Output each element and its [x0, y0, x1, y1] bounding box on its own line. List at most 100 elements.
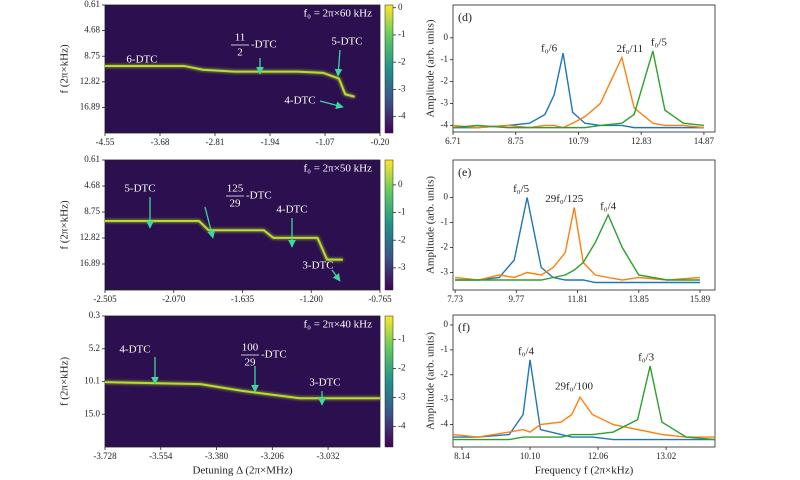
y-tick-label: 4.68 — [84, 180, 100, 190]
x-tick-label: -0.20 — [371, 137, 390, 147]
y-tick-label: 15.0 — [84, 408, 100, 418]
colorbar-tick-label: -3 — [398, 83, 406, 93]
series-label: f₀/4 — [600, 201, 617, 213]
series-line — [453, 359, 715, 441]
colorbar — [384, 315, 394, 448]
x-tick-label: 10.79 — [568, 136, 589, 146]
y-tick-label: 16.89 — [80, 258, 101, 268]
series-line — [455, 207, 701, 281]
colorbar-tick-label: -3 — [398, 262, 406, 272]
y-axis-label: f (2π×kHz) — [59, 357, 71, 407]
colorbar — [384, 4, 394, 134]
spectral-trace — [105, 64, 355, 98]
y-tick-label: -2 — [441, 76, 449, 86]
series-label: 2f₀/11 — [616, 43, 643, 55]
x-tick-label: 13.02 — [656, 451, 676, 461]
series-label: f₀/5 — [651, 37, 668, 49]
series-line — [455, 197, 700, 284]
colorbar-tick-label: -1 — [398, 207, 406, 217]
colorbar — [384, 159, 394, 291]
x-tick-label: -4.55 — [96, 137, 115, 147]
x-tick-label: -3.554 — [149, 451, 173, 461]
series-label: f₀/4 — [518, 345, 535, 357]
series-label: f₀/3 — [638, 352, 655, 364]
panel-label: (b) — [70, 160, 84, 174]
y-tick-label: 8.75 — [84, 50, 100, 60]
series-label: f₀/6 — [541, 43, 558, 55]
x-tick-label: 8.14 — [454, 451, 470, 461]
y-tick-label: 8.75 — [84, 206, 100, 216]
x-tick-label: -3.728 — [93, 451, 117, 461]
x-tick-label: -1.07 — [316, 137, 335, 147]
panel-label: (f) — [458, 320, 470, 334]
y-tick-label: 0.3 — [89, 310, 101, 320]
series-line — [455, 213, 700, 281]
annotation-numerator: 11 — [235, 32, 246, 44]
series-line — [452, 395, 715, 438]
y-tick-label: 10.1 — [84, 376, 100, 386]
spectral-trace — [104, 381, 380, 400]
annotation: 5-DTC — [124, 183, 155, 195]
y-axis-label: Amplitude (arb. units) — [425, 332, 437, 430]
panel-label: (e) — [458, 165, 471, 179]
y-tick-label: -3 — [441, 267, 449, 277]
colorbar-tick-label: -2 — [398, 234, 406, 244]
x-tick-label: -0.765 — [368, 294, 392, 304]
panel-label: (a) — [70, 5, 83, 19]
y-tick-label: -3 — [441, 98, 449, 108]
annotation: -DTC — [261, 349, 287, 361]
panel-title: f₀ = 2π×60 kHz — [303, 8, 372, 20]
x-tick-label: -2.81 — [206, 137, 225, 147]
colorbar-tick-label: 0 — [398, 2, 403, 12]
annotation-numerator: 125 — [227, 183, 244, 195]
x-tick-label: -2.505 — [93, 294, 117, 304]
annotation: 6-DTC — [126, 54, 157, 66]
plot-area — [452, 4, 716, 133]
y-axis-label: f (2π×kHz) — [59, 44, 71, 94]
series-label: 29f₀/125 — [545, 193, 584, 205]
colorbar-tick-label: -1 — [398, 333, 406, 343]
y-axis-label: Amplitude (arb. units) — [425, 19, 437, 117]
x-tick-label: -2.070 — [162, 294, 186, 304]
y-tick-label: -1 — [441, 54, 449, 64]
y-tick-label: 5.2 — [89, 343, 100, 353]
annotation: -DTC — [246, 190, 272, 202]
x-tick-label: 12.83 — [631, 136, 652, 146]
annotation-denominator: 29 — [245, 357, 257, 369]
y-tick-label: -2 — [441, 369, 449, 379]
y-tick-label: 0.61 — [84, 0, 100, 9]
colorbar-tick-label: -4 — [398, 421, 406, 431]
x-tick-label: 11.81 — [568, 294, 588, 304]
y-tick-label: 0 — [444, 192, 449, 202]
y-tick-label: 0 — [444, 32, 449, 42]
annotation: 4-DTC — [276, 204, 307, 216]
annotation: 5-DTC — [331, 36, 362, 48]
y-tick-label: -1 — [441, 344, 449, 354]
colorbar-tick-label: -3 — [398, 392, 406, 402]
colorbar-tick-label: -2 — [398, 56, 406, 66]
annotation: 4-DTC — [284, 95, 315, 107]
y-tick-label: -4 — [441, 119, 449, 129]
annotation-denominator: 29 — [230, 198, 242, 210]
y-tick-label: 0.61 — [84, 154, 100, 164]
annotation: 3-DTC — [302, 260, 333, 272]
series-line — [452, 55, 705, 129]
annotation-arrow — [204, 206, 216, 239]
x-tick-label: -3.380 — [205, 451, 229, 461]
y-tick-label: 12.82 — [80, 232, 100, 242]
annotation-arrow — [331, 269, 341, 282]
x-tick-label: -3.032 — [316, 451, 339, 461]
spectrogram-background — [104, 4, 381, 134]
series-line — [453, 53, 704, 129]
series-label: f₀/5 — [513, 183, 530, 195]
x-tick-label: 15.89 — [690, 294, 711, 304]
x-tick-label: -1.200 — [300, 294, 324, 304]
panel-title: f₀ = 2π×40 kHz — [303, 319, 372, 331]
series-line — [452, 50, 705, 129]
x-axis-label: Detuning Δ (2π×MHz) — [192, 465, 292, 477]
x-tick-label: 8.75 — [508, 136, 524, 146]
x-tick-label: 12.06 — [588, 451, 609, 461]
annotation-arrow — [334, 49, 343, 77]
x-tick-label: 13.85 — [629, 294, 650, 304]
